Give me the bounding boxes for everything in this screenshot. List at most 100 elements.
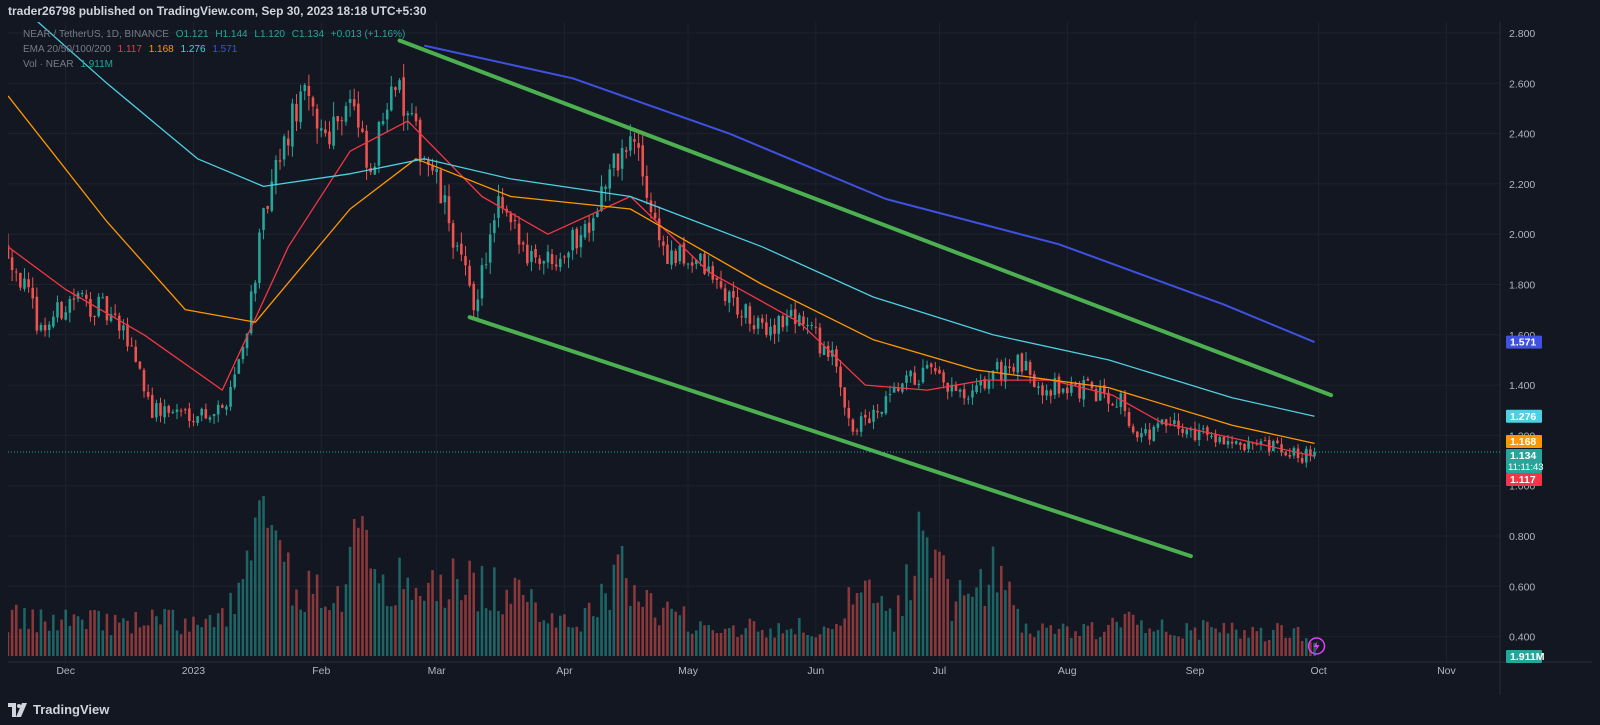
candle-body [501,196,504,209]
volume-bar [163,608,166,656]
candle-body [427,159,430,165]
volume-bar [468,560,471,656]
volume-bar [810,636,813,656]
volume-bar [122,618,125,656]
volume-bar [80,619,84,656]
volume-bar [793,634,797,656]
volume-bar [876,602,879,656]
volume-bar [1305,638,1308,656]
candle-body [752,325,756,330]
candle-body [385,109,389,120]
candle-body [229,386,232,407]
time-tick-label: Jul [933,665,946,677]
legend-ema: EMA 20/50/100/200 1.117 1.168 1.276 1.57… [23,44,241,55]
candle-body [1247,442,1250,449]
volume-bar [1028,633,1032,656]
legend-close: C1.134 [291,29,325,40]
candle-body [402,77,405,116]
volume-bar [324,606,327,656]
candle-body [80,293,84,295]
volume-bar [765,637,768,656]
volume-bar [579,631,583,656]
candle-body [1263,440,1267,442]
volume-bar [958,580,962,656]
candle-body [204,409,208,419]
volume-bar [719,632,723,656]
chart-area[interactable]: 2.8002.6002.4002.2002.0001.8001.6001.400… [6,0,1592,695]
volume-bar [365,529,368,656]
candle-body [43,324,47,331]
candle-body [291,103,294,147]
candle-body [616,153,620,171]
candle-body [868,418,871,424]
volume-bar [1152,631,1156,656]
candle-body [526,244,529,264]
flash-icon[interactable] [1307,637,1326,655]
price-tag-bg [1506,472,1542,486]
volume-bar [1160,619,1164,656]
volume-bar [278,540,282,656]
volume-bar [39,609,43,656]
candle-body [950,384,954,392]
candle-body [1313,451,1316,457]
volume-bar [1020,632,1024,656]
candle-body [175,409,179,412]
candle-body [703,253,706,274]
candle-body [822,346,826,356]
ema-line-50 [7,95,1315,445]
price-axis[interactable]: 2.8002.6002.4002.2002.0001.8001.6001.400… [1509,28,1535,644]
candle-body [740,316,743,318]
candle-body [1024,360,1028,371]
volume-bar [707,625,710,656]
volume-bar [699,621,702,656]
volume-bar [542,620,546,656]
price-chart[interactable]: 2.8002.6002.4002.2002.0001.8001.6001.400… [6,0,1592,695]
candle-body [484,264,488,266]
candle-body [1000,361,1003,380]
volume-bar [394,605,397,656]
volume-bar [299,609,302,656]
candle-body [311,97,315,107]
volume-bar [971,596,974,656]
candle-body [171,411,175,413]
volume-bar [559,615,562,656]
volume-bar [1119,627,1123,656]
channel-lines[interactable] [397,38,1334,559]
volume-bar [880,596,884,656]
candle-body [814,326,818,328]
volume-bar [802,632,805,656]
candle-body [818,327,822,354]
time-axis[interactable]: Dec 2023 Feb Mar Apr May Jun Jul Aug Sep Oct Nov [56,665,1456,677]
candle-body [394,87,397,91]
candle-body [1210,436,1213,438]
candle-body [554,264,558,267]
volume-bar [859,592,863,656]
volume-bar [303,611,307,656]
candle-body [52,316,55,327]
volume-bar [455,579,459,656]
candle-body [517,223,521,245]
candle-body [715,277,719,280]
volume-bar [1111,617,1114,656]
candle-body [303,84,307,92]
ema-line-200 [424,44,1315,344]
volume-bar [159,624,162,656]
candle-body [806,324,809,326]
candle-body [1140,433,1143,438]
volume-bar [307,570,311,656]
candle-body [225,406,228,410]
tradingview-brand[interactable]: TradingView [8,702,109,717]
candle-body [381,121,385,125]
volume-bar [798,617,801,656]
volume-bar [587,602,591,656]
volume-bar [1168,634,1172,656]
volume-bar [1239,638,1242,656]
candle-body [645,175,649,198]
volume-bar [435,601,438,656]
candle-body [682,243,686,264]
candle-body [596,212,599,217]
candle-body [68,298,72,313]
candle-body [773,324,776,334]
candle-body [1111,404,1114,406]
volume-bar [1131,614,1135,656]
